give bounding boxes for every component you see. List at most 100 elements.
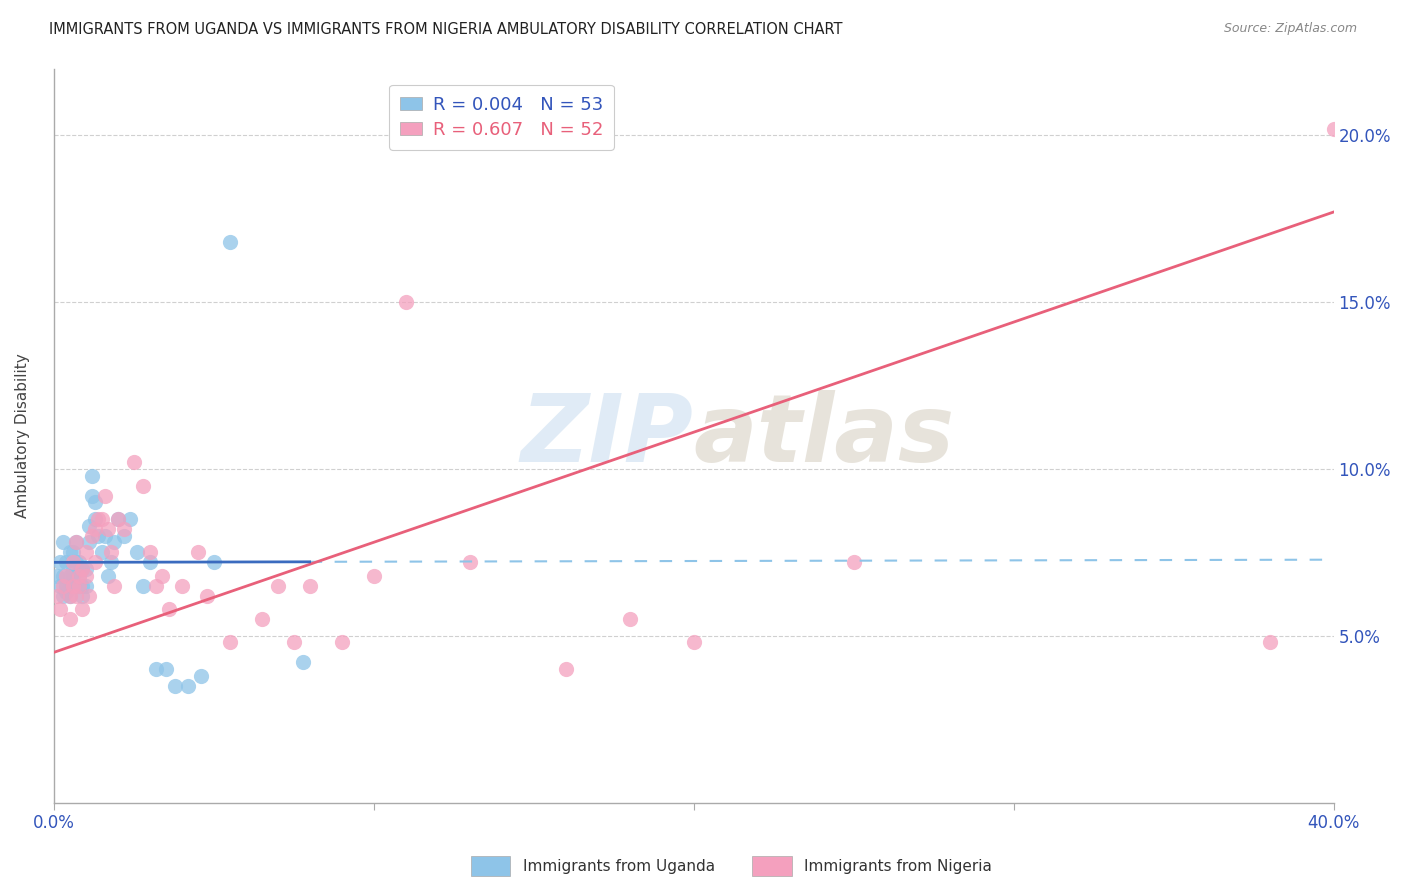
Point: [67, 579, 90, 593]
Point: [45, 589, 67, 603]
Point: [52, 589, 75, 603]
Point: [145, 662, 167, 676]
Point: [250, 612, 273, 626]
Point: [363, 568, 385, 582]
Point: [283, 635, 305, 649]
Point: [107, 512, 129, 526]
Point: [190, 669, 212, 683]
Point: [72, 562, 94, 576]
Point: [1258, 635, 1281, 649]
Point: [52, 535, 75, 549]
Point: [554, 662, 576, 676]
FancyBboxPatch shape: [471, 856, 510, 876]
Point: [157, 602, 180, 616]
Point: [266, 579, 288, 593]
Point: [122, 455, 145, 469]
Point: [62, 579, 84, 593]
Point: [125, 545, 148, 559]
Point: [619, 612, 641, 626]
Point: [330, 635, 353, 649]
Point: [62, 562, 84, 576]
Point: [65, 535, 87, 549]
Point: [132, 579, 155, 593]
Point: [77, 518, 100, 533]
Point: [80, 468, 103, 483]
Text: Immigrants from Uganda: Immigrants from Uganda: [523, 859, 716, 873]
Point: [458, 555, 481, 569]
Legend: R = 0.004   N = 53, R = 0.607   N = 52: R = 0.004 N = 53, R = 0.607 N = 52: [389, 85, 614, 150]
Point: [59, 612, 82, 626]
Point: [59, 589, 82, 603]
Point: [94, 529, 117, 543]
Point: [145, 579, 167, 593]
Point: [49, 602, 72, 616]
Point: [170, 579, 193, 593]
Text: IMMIGRANTS FROM UGANDA VS IMMIGRANTS FROM NIGERIA AMBULATORY DISABILITY CORRELAT: IMMIGRANTS FROM UGANDA VS IMMIGRANTS FRO…: [49, 22, 842, 37]
Point: [65, 555, 87, 569]
Point: [132, 478, 155, 492]
Text: ZIP: ZIP: [520, 390, 693, 482]
Point: [65, 579, 87, 593]
Point: [65, 589, 87, 603]
Point: [152, 568, 174, 582]
Text: Source: ZipAtlas.com: Source: ZipAtlas.com: [1223, 22, 1357, 36]
FancyBboxPatch shape: [752, 856, 792, 876]
Point: [187, 545, 209, 559]
Text: Immigrants from Nigeria: Immigrants from Nigeria: [804, 859, 993, 873]
Point: [77, 589, 100, 603]
Point: [80, 529, 103, 543]
Point: [67, 568, 90, 582]
Point: [59, 545, 82, 559]
Point: [94, 489, 117, 503]
Point: [1323, 121, 1346, 136]
Point: [75, 568, 97, 582]
Point: [62, 555, 84, 569]
Point: [67, 555, 90, 569]
Point: [52, 568, 75, 582]
Point: [138, 555, 160, 569]
Point: [292, 656, 315, 670]
Point: [112, 529, 135, 543]
Point: [72, 562, 94, 576]
Point: [49, 555, 72, 569]
Point: [97, 568, 120, 582]
Point: [75, 545, 97, 559]
Point: [218, 235, 240, 249]
Point: [84, 495, 107, 509]
Point: [112, 522, 135, 536]
Point: [77, 535, 100, 549]
Point: [202, 555, 225, 569]
Point: [62, 545, 84, 559]
Point: [49, 579, 72, 593]
Point: [87, 529, 110, 543]
Point: [103, 579, 125, 593]
Point: [120, 512, 142, 526]
Point: [155, 662, 177, 676]
Point: [100, 555, 122, 569]
Point: [103, 535, 125, 549]
Point: [59, 589, 82, 603]
Text: atlas: atlas: [693, 390, 955, 482]
Point: [72, 602, 94, 616]
Point: [87, 512, 110, 526]
Point: [100, 545, 122, 559]
Point: [107, 512, 129, 526]
Point: [59, 579, 82, 593]
Point: [165, 679, 187, 693]
Point: [84, 522, 107, 536]
Point: [45, 568, 67, 582]
Point: [67, 579, 90, 593]
Point: [394, 295, 416, 310]
Point: [75, 579, 97, 593]
Point: [177, 679, 200, 693]
Point: [80, 489, 103, 503]
Point: [75, 562, 97, 576]
Point: [682, 635, 704, 649]
Point: [52, 579, 75, 593]
Point: [90, 545, 112, 559]
Point: [138, 545, 160, 559]
Point: [65, 535, 87, 549]
Point: [84, 555, 107, 569]
Point: [67, 568, 90, 582]
Point: [72, 579, 94, 593]
